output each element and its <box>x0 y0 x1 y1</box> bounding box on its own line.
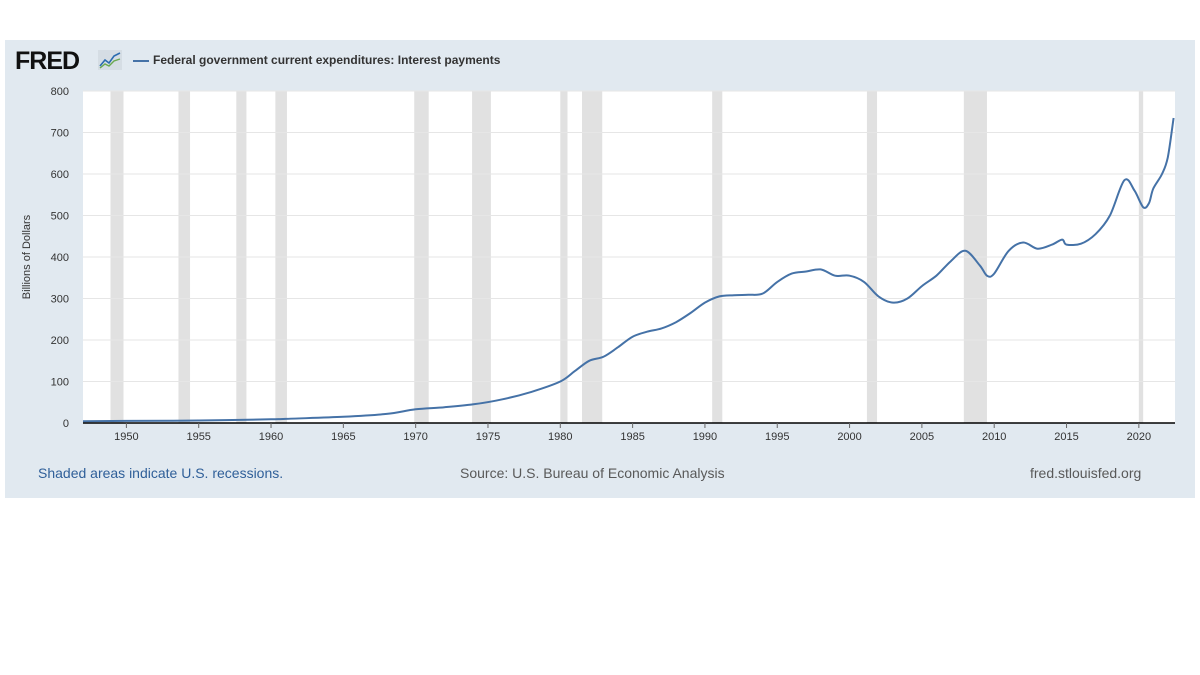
x-axis-ticks: 1950 1955 1960 1965 1970 1975 1980 1985 1990 1995… <box>114 423 1151 443</box>
x-tick-label-1970: 1970 <box>403 431 427 443</box>
x-tick-label-1980: 1980 <box>548 431 572 443</box>
y-tick-label-800: 800 <box>51 86 69 98</box>
x-tick-label-1950: 1950 <box>114 431 138 443</box>
y-tick-label-400: 400 <box>51 252 69 264</box>
x-tick-label-2010: 2010 <box>982 431 1006 443</box>
source-note: Source: U.S. Bureau of Economic Analysis <box>460 465 725 481</box>
legend-label[interactable]: Federal government current expenditures:… <box>153 53 501 67</box>
x-tick-label-1955: 1955 <box>186 431 210 443</box>
y-tick-label-500: 500 <box>51 211 69 223</box>
line-chart-icon <box>98 50 122 70</box>
x-tick-label-1985: 1985 <box>620 431 644 443</box>
gridlines <box>83 90 1175 382</box>
x-tick-label-1990: 1990 <box>693 431 717 443</box>
y-tick-label-0: 0 <box>63 418 69 430</box>
x-tick-label-1965: 1965 <box>331 431 355 443</box>
x-tick-label-2020: 2020 <box>1127 431 1151 443</box>
legend-swatch <box>133 60 149 62</box>
y-tick-label-700: 700 <box>51 128 69 140</box>
y-tick-label-200: 200 <box>51 335 69 347</box>
x-tick-label-1960: 1960 <box>259 431 283 443</box>
y-tick-label-600: 600 <box>51 169 69 181</box>
x-tick-label-2015: 2015 <box>1054 431 1078 443</box>
y-axis-title: Billions of Dollars <box>21 214 33 299</box>
x-tick-label-1975: 1975 <box>476 431 500 443</box>
chart-card: FRED Federal government current expendit… <box>5 40 1195 498</box>
x-tick-label-2000: 2000 <box>837 431 861 443</box>
site-url[interactable]: fred.stlouisfed.org <box>1030 465 1142 481</box>
recession-note-link[interactable]: Shaded areas indicate U.S. recessions. <box>38 465 284 481</box>
y-axis-ticks: 0 100 200 300 400 500 600 700 800 <box>51 86 69 430</box>
x-tick-label-2005: 2005 <box>910 431 934 443</box>
series-layer <box>82 117 1175 423</box>
x-tick-label-1995: 1995 <box>765 431 789 443</box>
series-line-0[interactable] <box>82 117 1175 423</box>
y-tick-label-100: 100 <box>51 377 69 389</box>
y-tick-label-300: 300 <box>51 294 69 306</box>
fred-logo[interactable]: FRED <box>15 47 80 75</box>
